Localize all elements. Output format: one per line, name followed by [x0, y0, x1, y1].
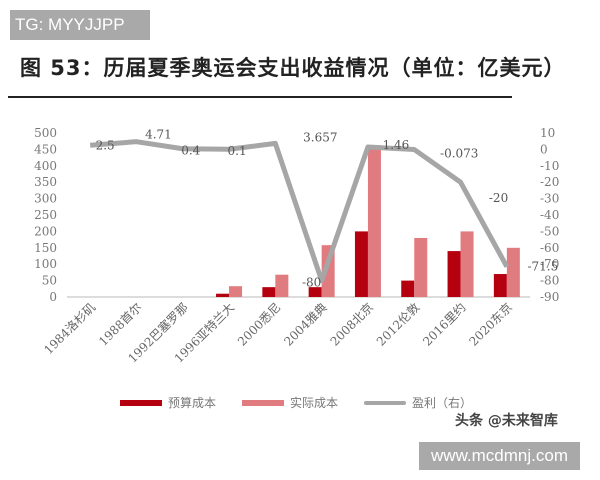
legend-item-actual: 实际成本: [242, 394, 338, 411]
left-tick-label: 300: [34, 192, 57, 206]
profit-data-label: 0.4: [181, 144, 200, 158]
profit-data-labels: 2.5 4.71 0.4 0.1 3.657 -80 1.46 -0.073 -20 -71.5: [96, 128, 559, 290]
actual-bar: [506, 247, 520, 297]
legend-item-profit: 盈利（右）: [364, 394, 472, 411]
left-tick-label: 150: [34, 241, 57, 255]
right-tick-label: -20: [540, 175, 559, 189]
left-axis: 0 50 100 150 200 250 300 350 400 450 500: [34, 126, 57, 304]
right-tick-label: 0: [540, 142, 548, 156]
left-tick-label: 0: [49, 290, 57, 304]
x-tick-label: 2020东京: [467, 300, 515, 348]
right-tick-label: -50: [540, 224, 559, 238]
budget-bar: [354, 231, 368, 297]
x-tick-label: 1984洛杉矶: [41, 300, 99, 358]
right-tick-label: -30: [540, 192, 559, 206]
profit-data-label: -71.5: [527, 260, 558, 274]
budget-bar: [308, 287, 322, 297]
left-tick-label: 250: [34, 208, 57, 222]
legend-item-budget: 预算成本: [120, 394, 216, 411]
left-tick-label: 200: [34, 224, 57, 238]
chart-title: 图 53：历届夏季奥运会支出收益情况（单位：亿美元）: [20, 56, 566, 80]
right-tick-label: -40: [540, 208, 559, 222]
x-tick-label: 2008北京: [328, 300, 376, 348]
watermark-source: 头条 @未来智库: [455, 413, 558, 429]
watermark-top-badge: TG: MYYJJPP: [10, 10, 150, 40]
profit-line: [89, 139, 510, 284]
right-tick-label: -90: [540, 290, 559, 304]
x-tick-label: 2004雅典: [281, 300, 330, 349]
right-tick-label: -80: [540, 274, 559, 288]
right-tick-label: 10: [540, 126, 555, 140]
actual-bar: [460, 231, 474, 297]
x-tick-label: 1988首尔: [95, 300, 144, 349]
legend-label-budget: 预算成本: [168, 396, 217, 410]
profit-swatch: [364, 400, 407, 405]
profit-data-label: -20: [489, 191, 508, 205]
actual-swatch: [242, 399, 285, 406]
profit-data-label: -80: [302, 276, 321, 290]
watermark-url-badge: www.mcdmnj.com: [419, 442, 580, 470]
legend-label-actual: 实际成本: [290, 396, 339, 410]
actual-bar: [229, 286, 243, 297]
x-tick-label: 2016里约: [419, 300, 468, 349]
right-axis: 10 0 -10 -20 -30 -40 -50 -60 -70 -80 -90: [540, 126, 559, 304]
actual-bar: [275, 274, 289, 297]
profit-data-label: -0.073: [440, 147, 478, 161]
left-tick-label: 500: [34, 126, 57, 140]
x-tick-label: 2000悉尼: [235, 300, 283, 348]
left-tick-label: 100: [34, 257, 57, 271]
budget-swatch: [120, 399, 162, 406]
budget-bar: [401, 280, 415, 297]
profit-data-label: 4.71: [145, 128, 172, 142]
left-tick-label: 50: [42, 274, 57, 288]
right-tick-label: -60: [540, 241, 559, 255]
x-tick-label: 2012伦敦: [373, 300, 422, 349]
right-tick-label: -10: [540, 159, 559, 173]
bar-series: [216, 146, 520, 297]
actual-bar: [414, 237, 428, 297]
title-divider: [8, 96, 512, 98]
left-tick-label: 450: [34, 142, 57, 156]
profit-data-label: 3.657: [303, 130, 337, 144]
right-tick-label: -70: [540, 257, 559, 271]
budget-bar: [447, 251, 461, 297]
profit-data-label: 2.5: [96, 138, 115, 152]
x-axis-labels: 1984洛杉矶1988首尔1992巴塞罗那1996亚特兰大2000悉尼2004雅…: [41, 300, 515, 366]
left-tick-label: 350: [34, 175, 57, 189]
legend-label-profit: 盈利（右）: [412, 396, 473, 410]
profit-data-label: 1.46: [383, 138, 410, 152]
budget-bar: [262, 287, 276, 297]
left-tick-label: 400: [34, 159, 57, 173]
budget-bar: [493, 274, 507, 297]
actual-bar: [367, 146, 381, 297]
profit-data-label: 0.1: [228, 144, 247, 158]
chart-legend: 预算成本 实际成本 盈利（右）: [120, 394, 472, 411]
budget-bar: [216, 293, 230, 297]
